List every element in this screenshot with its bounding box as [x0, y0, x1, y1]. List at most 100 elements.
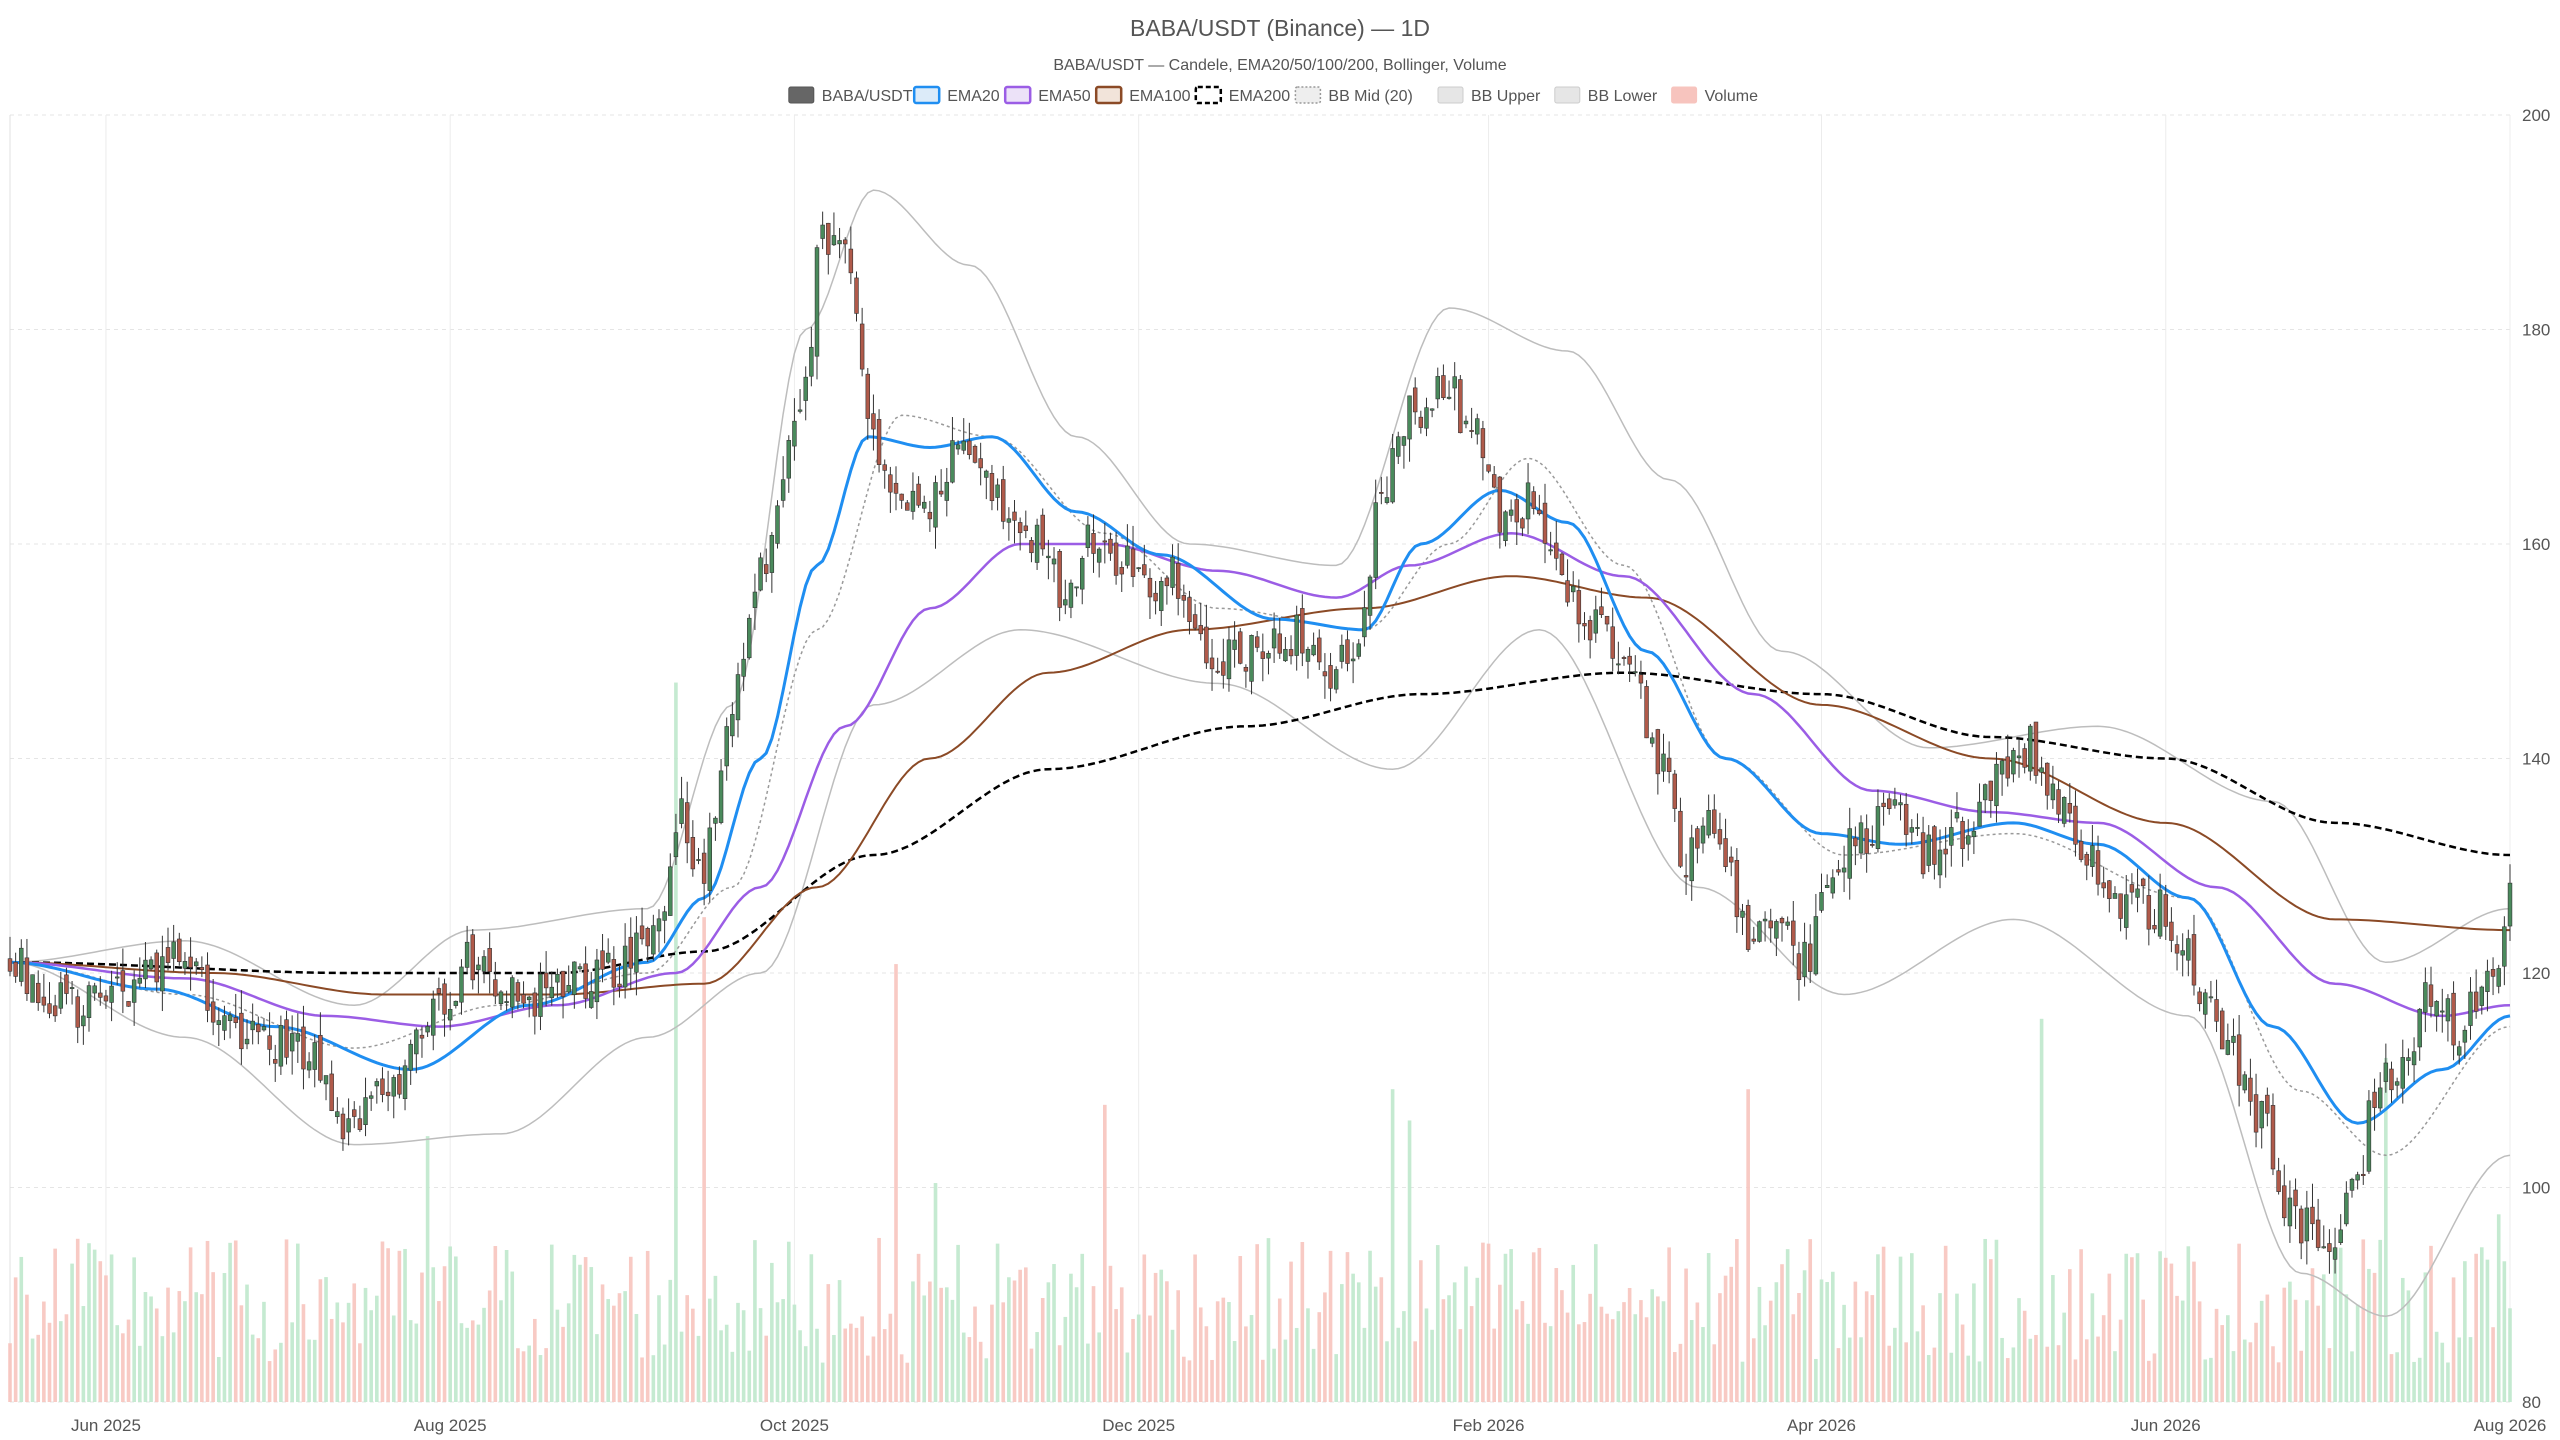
candle-body: [1982, 784, 1988, 801]
candle-body: [312, 1042, 317, 1070]
volume-bar: [1526, 1323, 1530, 1402]
candle-body: [724, 726, 729, 767]
candle: [1401, 435, 1407, 469]
volume-bar: [1977, 1361, 1982, 1402]
volume-bar: [2226, 1315, 2230, 1402]
candle: [1294, 605, 1299, 671]
candle-body: [261, 1026, 267, 1031]
candle: [2406, 1048, 2411, 1076]
candle-body: [2197, 991, 2202, 1005]
volume-bar: [369, 1310, 373, 1402]
volume-bar: [1311, 1348, 1316, 1402]
candle: [583, 946, 588, 1009]
candle-body: [989, 473, 995, 502]
candle: [2236, 1015, 2242, 1107]
candle-body: [718, 770, 724, 823]
candle-body: [1841, 867, 1847, 873]
volume-bar: [1853, 1281, 1858, 1402]
volume-bar: [2310, 1268, 2315, 1402]
candle: [2084, 851, 2089, 881]
candle: [1271, 612, 1277, 663]
volume-bar: [933, 1183, 938, 1402]
candle-body: [882, 464, 887, 471]
candle-body: [786, 440, 791, 479]
volume-bar: [1294, 1327, 1299, 1402]
candle-body: [1683, 875, 1689, 878]
volume-bar: [2056, 1345, 2061, 1402]
candle: [842, 237, 848, 264]
volume-bar: [425, 1136, 430, 1402]
candle: [577, 963, 583, 972]
candle-body: [1802, 941, 1807, 978]
candle-body: [938, 490, 944, 495]
volume-bar: [448, 1246, 452, 1402]
volume-bar: [1650, 1289, 1655, 1402]
candle: [1649, 732, 1655, 748]
candle: [707, 812, 712, 903]
candle-body: [2304, 1207, 2310, 1242]
candle: [1221, 638, 1226, 689]
volume-bar: [668, 1279, 673, 1402]
candle: [2355, 1171, 2360, 1190]
volume-bar: [2248, 1342, 2253, 1402]
candle: [1356, 639, 1361, 660]
candle: [2394, 1077, 2400, 1098]
volume-bar: [1300, 1242, 1305, 1402]
volume-bar: [589, 1267, 594, 1402]
volume-bar: [911, 1281, 915, 1402]
candle: [1717, 812, 1723, 850]
candle: [2259, 1100, 2264, 1149]
candle: [1108, 532, 1113, 561]
candle: [1537, 494, 1542, 516]
legend-item: EMA200: [1194, 85, 1290, 105]
candle-body: [357, 1118, 363, 1130]
candle: [1322, 653, 1328, 699]
candle-body: [1311, 644, 1316, 656]
candle: [1480, 420, 1486, 481]
candle: [278, 1015, 284, 1075]
candle: [1345, 630, 1350, 672]
volume-bar: [1881, 1246, 1886, 1402]
candle-body: [148, 959, 154, 970]
volume-bar: [657, 1295, 661, 1402]
candle: [1238, 627, 1243, 665]
candle-body: [210, 1001, 216, 1023]
candle: [1192, 603, 1198, 631]
volume-bar: [1701, 1327, 1705, 1402]
candle-body: [1458, 379, 1463, 434]
candle-body: [955, 444, 961, 450]
candle-body: [876, 419, 882, 465]
candle-body: [47, 1003, 52, 1014]
candle-body: [329, 1073, 334, 1111]
candle: [1463, 415, 1469, 429]
candle: [1012, 499, 1017, 544]
volume-bar: [2496, 1214, 2501, 1402]
volume-bar: [1678, 1343, 1683, 1402]
volume-bar: [233, 1240, 238, 1402]
candle-body: [1017, 522, 1023, 534]
candle-body: [707, 827, 712, 891]
candle: [871, 394, 876, 451]
volume-bar: [645, 1250, 650, 1402]
candle-body: [86, 985, 92, 1018]
legend-item: EMA20: [912, 85, 1000, 105]
volume-bar: [1413, 1341, 1417, 1402]
candle-body: [1142, 564, 1147, 576]
volume-bar: [843, 1328, 848, 1402]
candle-body: [1300, 608, 1305, 654]
volume-bar: [888, 1313, 893, 1402]
candle: [876, 409, 882, 473]
candle: [1497, 476, 1503, 549]
candle-body: [2203, 992, 2208, 1015]
volume-bar: [1949, 1352, 1954, 1402]
volume-bar: [1751, 1338, 1756, 1402]
candle-body: [1909, 827, 1915, 833]
candle-body: [1520, 518, 1525, 529]
candle: [526, 995, 532, 1018]
candle-body: [1170, 556, 1175, 588]
candle: [854, 271, 859, 322]
candle-body: [1096, 548, 1102, 563]
candle-body: [1424, 407, 1429, 429]
volume-bar: [549, 1244, 554, 1402]
bb-mid-line: [9, 414, 2511, 1157]
